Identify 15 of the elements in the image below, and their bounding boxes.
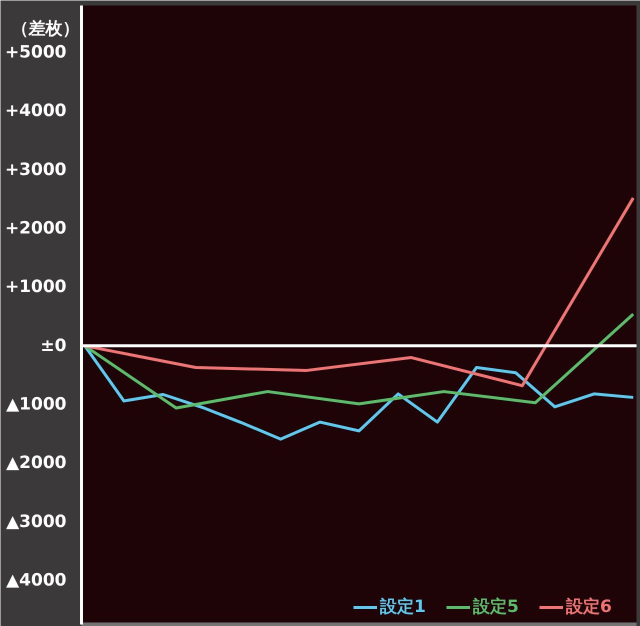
y-tick-label: +4000 — [4, 101, 67, 122]
y-tick-label: +2000 — [4, 218, 67, 238]
legend-label: 設定1 — [380, 596, 426, 618]
y-tick-label: +5000 — [4, 42, 67, 62]
y-tick-label: +1000 — [4, 277, 67, 298]
legend-label: 設定6 — [566, 596, 612, 618]
line-series — [83, 312, 635, 410]
legend-label: 設定5 — [473, 596, 519, 618]
y-tick-label: ▲2000 — [6, 453, 67, 474]
y-axis-title: （差枚） — [12, 18, 80, 41]
y-tick-label: ▲4000 — [6, 570, 67, 590]
y-tick-label: ±0 — [40, 336, 67, 356]
y-tick-label: +3000 — [4, 160, 67, 180]
y-tick-label: ▲1000 — [6, 394, 67, 414]
y-tick-label: ▲3000 — [6, 512, 67, 532]
